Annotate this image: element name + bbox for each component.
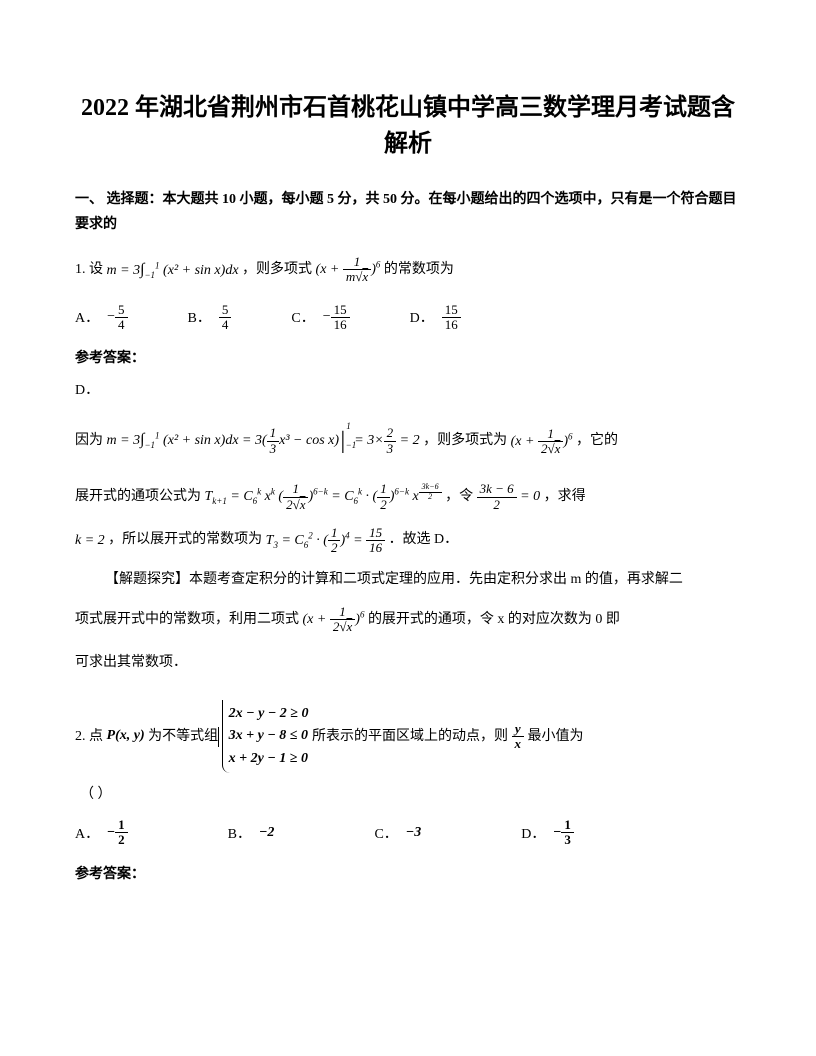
question-1: 1. 设 m = 3∫−11 (x² + sin x)dx ，则多项式 (x +…: [75, 252, 741, 287]
q1-explanation-2: 展开式的通项公式为 Tk+1 = C6k xk (12√x)6−k = C6k …: [75, 479, 741, 514]
q2-frac: yx: [512, 722, 525, 752]
frac-den: 2: [115, 833, 128, 847]
frac-num: 15: [442, 303, 461, 318]
exp1-formula2: (x + 12√x)6: [511, 424, 573, 459]
frac-den: x: [512, 737, 525, 751]
exp1-prefix: 因为: [75, 433, 103, 448]
q1-analysis-2: 项式展开式中的常数项，利用二项式 (x + 12√x)6 的展开式的通项，令 x…: [75, 602, 741, 637]
q2-choice-a: A． − 12: [75, 818, 128, 848]
constraint-1: 2x − y − 2 ≥ 0: [229, 703, 309, 725]
analysis2-formula: (x + 12√x)6: [303, 602, 365, 637]
frac-den: 16: [442, 318, 461, 332]
q1-answer-label: 参考答案：: [75, 347, 741, 367]
choice-label-a: A．: [75, 307, 99, 327]
q2-mid2: 所表示的平面区域上的动点，则: [312, 729, 508, 744]
exp2-suffix: ，求得: [544, 489, 586, 504]
choice-label-d: D．: [521, 823, 545, 843]
q1-answer: D．: [75, 379, 741, 399]
frac-num: 5: [219, 303, 232, 318]
q2-choices: A． − 12 B． −2 C． −3 D． − 13: [75, 818, 741, 848]
q2-paren: （ ）: [80, 783, 741, 803]
q1-mid1: ，则多项式: [242, 262, 312, 277]
q2-point: P(x, y): [107, 721, 145, 752]
frac-num: 1: [115, 818, 128, 833]
q1-formula1: m = 3∫−11 (x² + sin x)dx: [107, 252, 239, 287]
q2-constraints: 2x − y − 2 ≥ 0 3x + y − 8 ≤ 0 x + 2y − 1…: [222, 700, 309, 773]
q2-suffix: 最小值为: [528, 729, 584, 744]
exp3-mid: ，所以展开式的常数项为: [108, 532, 262, 547]
frac-num: 1: [538, 427, 563, 442]
page-title: 2022 年湖北省荆州市石首桃花山镇中学高三数学理月考试题含解析: [75, 90, 741, 162]
choice-val: −2: [259, 825, 274, 841]
frac: 13: [561, 818, 574, 848]
choice-label-c: C．: [374, 823, 397, 843]
q1-explanation-1: 因为 m = 3∫−11 (x² + sin x)dx = 3(13x³ − c…: [75, 411, 741, 471]
frac-num: 15: [331, 303, 350, 318]
constraint-3: x + 2y − 1 ≥ 0: [229, 748, 309, 770]
frac-den: 4: [115, 318, 128, 332]
exp3-prefix: k = 2: [75, 523, 105, 558]
q1-analysis-1: 【解题探究】本题考查定积分的计算和二项式定理的应用．先由定积分求出 m 的值，再…: [105, 566, 741, 594]
frac-den: 2: [477, 498, 517, 512]
neg-sign: −: [323, 309, 331, 325]
choice-val: −3: [406, 825, 421, 841]
exp3-formula: T3 = C62 · (12)4 = 1516: [266, 523, 385, 558]
frac-num: 5: [115, 303, 128, 318]
choice-label-b: B．: [228, 823, 251, 843]
exp1-suffix: ，它的: [576, 433, 618, 448]
choice-label-d: D．: [410, 307, 434, 327]
q1-choices: A． − 54 B． 54 C． − 1516 D． 1516: [75, 303, 741, 333]
frac-num: y: [512, 722, 525, 737]
q2-choice-d: D． − 13: [521, 818, 574, 848]
frac: 1516: [442, 303, 461, 333]
eq-text: = 0: [517, 489, 540, 504]
q2-answer-label: 参考答案：: [75, 863, 741, 883]
choice-label-b: B．: [188, 307, 211, 327]
exp1-mid: ，则多项式为: [423, 433, 507, 448]
frac-den: 16: [331, 318, 350, 332]
q2-choice-b: B． −2: [228, 823, 275, 843]
q2-prefix: 2. 点: [75, 729, 103, 744]
frac: 12: [115, 818, 128, 848]
frac-num: 1: [330, 605, 355, 620]
frac-num: 1: [343, 255, 371, 270]
question-2: 2. 点 P(x, y) 为不等式组 2x − y − 2 ≥ 0 3x + y…: [75, 700, 741, 773]
analysis2-pre: 项式展开式中的常数项，利用二项式: [75, 612, 299, 627]
q1-formula2: (x + 1m√x)6: [316, 255, 381, 286]
frac: 54: [219, 303, 232, 333]
q1-choice-b: B． 54: [188, 303, 232, 333]
q1-explanation-3: k = 2 ，所以展开式的常数项为 T3 = C62 · (12)4 = 151…: [75, 522, 741, 557]
analysis2-mid: 的展开式的通项，令 x 的对应次数为 0 即: [368, 612, 620, 627]
q1-mid2: 的常数项为: [384, 262, 454, 277]
neg-sign: −: [107, 825, 115, 841]
q2-mid1: 为不等式组: [148, 729, 218, 744]
q1-analysis-3: 可求出其常数项．: [75, 645, 741, 680]
exp2-prefix: 展开式的通项公式为: [75, 489, 201, 504]
choice-label-c: C．: [291, 307, 314, 327]
exp1-formula: m = 3∫−11 (x² + sin x)dx = 3(13x³ − cos …: [107, 411, 420, 471]
frac-den: 3: [561, 833, 574, 847]
q1-choice-a: A． − 54: [75, 303, 128, 333]
exp2-formula2: 3k − 62 = 0: [477, 479, 541, 514]
frac-den: 2√x: [330, 620, 355, 634]
frac-den: m√x: [343, 270, 371, 284]
frac-den: 4: [219, 318, 232, 332]
frac-num: 3k − 6: [477, 482, 517, 497]
constraint-2: 3x + y − 8 ≤ 0: [229, 725, 309, 747]
q2-choice-c: C． −3: [374, 823, 421, 843]
frac: 1516: [331, 303, 350, 333]
q1-prefix: 1. 设: [75, 262, 103, 277]
q1-choice-c: C． − 1516: [291, 303, 349, 333]
frac-den: 2√x: [538, 442, 563, 456]
section-header: 一、 选择题：本大题共 10 小题，每小题 5 分，共 50 分。在每小题给出的…: [75, 187, 741, 237]
frac-num: 1: [561, 818, 574, 833]
choice-label-a: A．: [75, 823, 99, 843]
exp2-mid: ，令: [445, 489, 473, 504]
neg-sign: −: [553, 825, 561, 841]
neg-sign: −: [107, 309, 115, 325]
exp3-suffix: ．故选 D．: [389, 532, 459, 547]
q1-choice-d: D． 1516: [410, 303, 461, 333]
frac: 54: [115, 303, 128, 333]
exp2-formula: Tk+1 = C6k xk (12√x)6−k = C6k · (12)6−k …: [205, 479, 442, 514]
